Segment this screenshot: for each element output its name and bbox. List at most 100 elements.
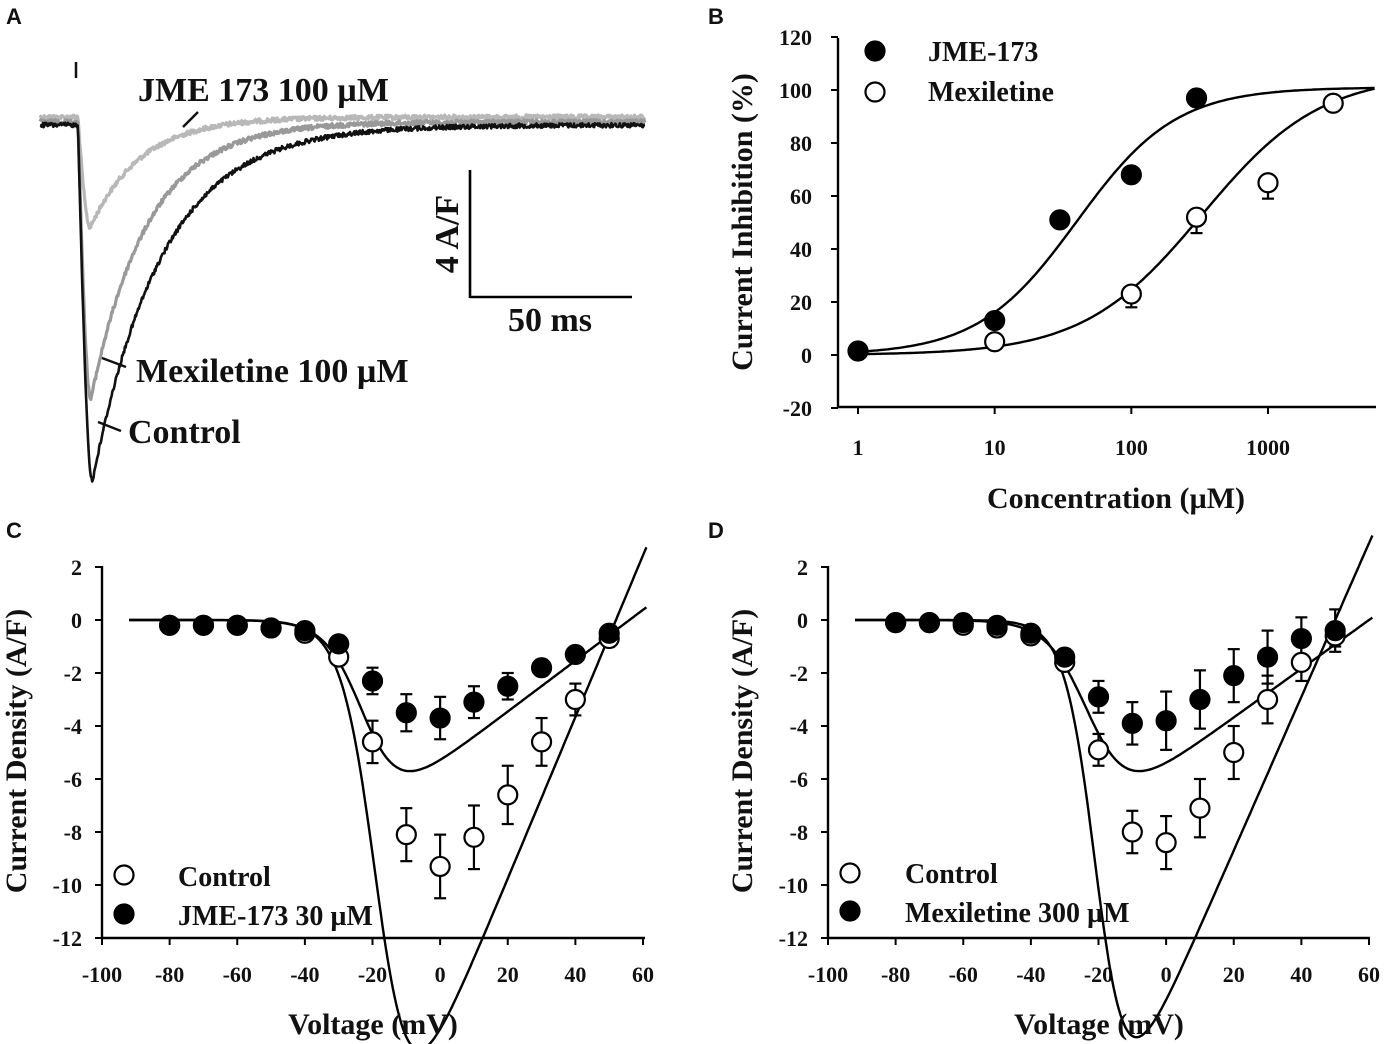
d-y-tick-label: -8 bbox=[790, 820, 808, 845]
c-point-drug bbox=[530, 657, 553, 679]
d-point-drug bbox=[1155, 710, 1177, 732]
c-point-drug bbox=[328, 633, 350, 655]
d-x-tick-label: 20 bbox=[1223, 962, 1245, 987]
scale-bar-y-label: 4 A/F bbox=[429, 195, 466, 273]
c-point-control bbox=[361, 731, 384, 753]
c-point-drug bbox=[598, 622, 620, 644]
panel-letter-b: B bbox=[708, 4, 724, 29]
trace-control bbox=[39, 121, 646, 483]
b-point-mexiletine bbox=[1257, 172, 1279, 194]
d-point-control bbox=[1223, 741, 1245, 764]
c-point-drug bbox=[294, 619, 316, 642]
d-point-control bbox=[1087, 739, 1110, 761]
d-y-tick-label: 0 bbox=[797, 608, 808, 633]
c-x-tick-label: -20 bbox=[358, 962, 387, 987]
d-y-tick-label: -10 bbox=[779, 873, 808, 898]
b-legend-marker-jme bbox=[864, 40, 886, 62]
c-legend-label-jme: JME-173 30 µM bbox=[178, 901, 373, 932]
c-x-tick-label: 20 bbox=[497, 962, 519, 987]
c-y-tick-label: -12 bbox=[53, 926, 82, 951]
c-point-control bbox=[564, 688, 586, 711]
c-x-axis-title: Voltage (mV) bbox=[288, 1008, 458, 1041]
d-point-drug bbox=[1020, 622, 1042, 644]
d-data-points bbox=[885, 608, 1346, 871]
c-x-tick-label: -60 bbox=[223, 962, 252, 987]
b-x-tick-label: 10 bbox=[984, 435, 1006, 460]
b-point-jme bbox=[1120, 164, 1142, 186]
c-x-tick-label: -40 bbox=[290, 962, 319, 987]
c-point-control bbox=[463, 826, 485, 848]
mexiletine-trace-label: Mexiletine 100 µM bbox=[136, 353, 409, 390]
b-point-mexiletine bbox=[984, 331, 1006, 353]
b-y-axis-title: Current Inhibition (%) bbox=[726, 73, 759, 371]
d-x-tick-label: -60 bbox=[949, 962, 978, 987]
d-point-control bbox=[1121, 821, 1143, 843]
c-point-control bbox=[429, 855, 451, 878]
c-legend-label-control: Control bbox=[178, 862, 271, 893]
d-point-drug bbox=[885, 612, 907, 634]
d-x-tick-label: -80 bbox=[881, 962, 910, 987]
b-y-tick-label: 60 bbox=[790, 184, 812, 209]
c-point-drug bbox=[429, 707, 451, 729]
b-y-tick-label: 80 bbox=[790, 131, 812, 156]
b-legend-marker-mexiletine bbox=[864, 81, 886, 103]
c-y-axis-title: Current Density (A/F) bbox=[0, 609, 33, 893]
control-label-leader bbox=[97, 420, 122, 433]
mexiletine-label-leader bbox=[101, 356, 127, 369]
d-x-axis-title: Voltage (mV) bbox=[1014, 1008, 1184, 1041]
b-point-jme bbox=[984, 309, 1006, 332]
d-y-tick-label: -2 bbox=[790, 661, 808, 686]
d-y-tick-label: -6 bbox=[790, 767, 808, 792]
c-ticks: 20-2-4-6-8-10-12-100 -80 -60 -40 -20 0 20 40 60 bbox=[53, 555, 654, 987]
c-point-control bbox=[497, 784, 519, 806]
c-point-drug bbox=[463, 691, 485, 713]
panel-letter-c: C bbox=[6, 518, 22, 543]
trace-jme-173-100-m bbox=[38, 113, 647, 230]
b-legend-label-jme: JME-173 bbox=[928, 37, 1038, 68]
panel-a-traces: JME 173 100 µM Mexiletine 100 µM Control… bbox=[38, 62, 647, 483]
b-y-tick-label: -20 bbox=[783, 396, 812, 421]
control-trace-label: Control bbox=[128, 414, 241, 451]
b-y-tick-label: 100 bbox=[779, 78, 812, 103]
d-x-tick-label: 40 bbox=[1290, 962, 1312, 987]
d-point-drug bbox=[1054, 646, 1076, 668]
d-legend-marker-mexiletine bbox=[839, 900, 861, 922]
c-y-tick-label: -6 bbox=[64, 767, 82, 792]
d-y-axis-title: Current Density (A/F) bbox=[726, 609, 759, 893]
c-point-control bbox=[530, 731, 553, 753]
d-point-control bbox=[1189, 797, 1211, 819]
scale-bar-x-label: 50 ms bbox=[508, 302, 592, 339]
c-point-drug bbox=[497, 675, 519, 697]
c-y-tick-label: -4 bbox=[64, 714, 82, 739]
d-point-drug bbox=[1223, 665, 1245, 687]
d-x-tick-label: -100 bbox=[808, 962, 848, 987]
panel-d-iv-curve: 20-2-4-6-8-10-12-100 -80 -60 -40 -20 0 20 40 60 … bbox=[726, 535, 1380, 1041]
c-x-tick-label: -100 bbox=[82, 962, 122, 987]
d-legend-label-mexiletine: Mexiletine 300 µM bbox=[905, 898, 1130, 929]
b-x-tick-label: 100 bbox=[1115, 435, 1148, 460]
b-y-tick-label: 20 bbox=[790, 290, 812, 315]
c-point-drug bbox=[361, 670, 384, 692]
c-y-tick-label: 2 bbox=[71, 555, 82, 580]
b-point-mexiletine bbox=[1185, 206, 1208, 228]
d-point-drug bbox=[952, 612, 974, 634]
b-point-mexiletine bbox=[1322, 92, 1344, 114]
d-point-drug bbox=[918, 612, 941, 634]
d-point-drug bbox=[1189, 688, 1211, 711]
c-legend-marker-jme bbox=[113, 903, 135, 925]
c-point-drug bbox=[564, 643, 586, 666]
b-y-tick-label: 0 bbox=[801, 343, 812, 368]
c-y-tick-label: -2 bbox=[64, 661, 82, 686]
panel-c-iv-curve: 20-2-4-6-8-10-12-100 -80 -60 -40 -20 0 20 40 60 … bbox=[0, 546, 654, 1044]
d-x-tick-label: -20 bbox=[1084, 962, 1113, 987]
c-legend-marker-control bbox=[113, 864, 135, 886]
d-y-tick-label: 2 bbox=[797, 555, 808, 580]
b-x-tick-label: 1 bbox=[853, 435, 864, 460]
c-data-points bbox=[159, 614, 620, 900]
b-point-jme bbox=[1185, 87, 1208, 109]
d-fit-drug bbox=[855, 616, 1374, 773]
b-point-mexiletine bbox=[1120, 283, 1142, 305]
c-point-drug bbox=[192, 614, 215, 636]
d-fit-curves bbox=[855, 535, 1374, 1039]
